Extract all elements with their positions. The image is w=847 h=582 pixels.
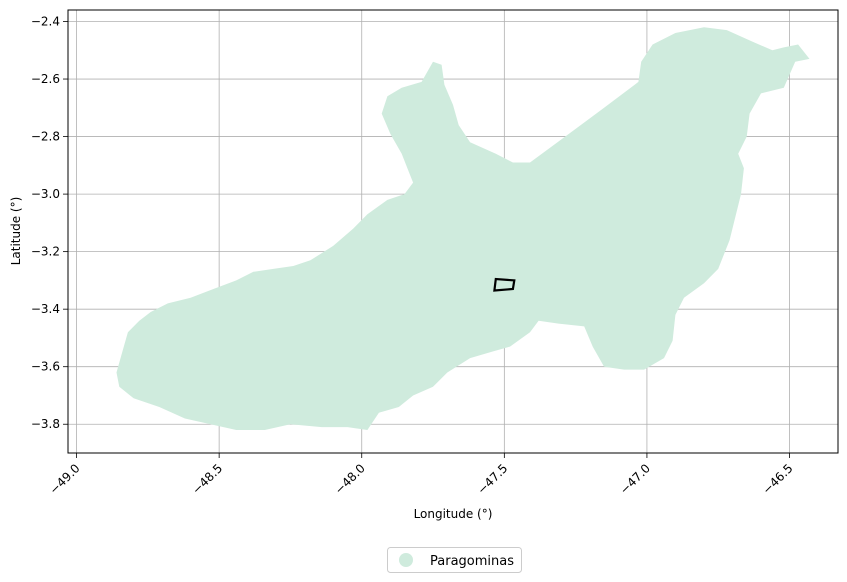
- marker-box: [493, 277, 516, 292]
- y-tick-label: −2.4: [31, 15, 60, 29]
- plot-area-frame: [67, 9, 839, 454]
- paragominas-region: [116, 27, 810, 431]
- y-tick-label: −3.8: [31, 417, 60, 431]
- x-tick-label: −46.5: [760, 461, 796, 497]
- y-tick-label: −3.0: [31, 187, 60, 201]
- y-tick-label: −2.8: [31, 130, 60, 144]
- x-axis-label: Longitude (°): [414, 507, 493, 521]
- y-axis-ticks: −2.4 −2.6 −2.8 −3.0 −3.2 −3.4 −3.6 −3.8: [31, 15, 68, 431]
- x-axis-ticks: −49.0 −48.5 −48.0 −47.5 −47.0 −46.5: [47, 453, 796, 497]
- x-tick-label: −49.0: [47, 461, 83, 497]
- y-axis-label: Latitude (°): [9, 197, 23, 266]
- legend-marker-icon: [399, 553, 413, 567]
- x-tick-label: −48.5: [189, 461, 225, 497]
- legend-frame: [387, 547, 522, 573]
- legend-label: Paragominas: [430, 554, 514, 569]
- y-tick-label: −3.6: [31, 360, 60, 374]
- x-tick-label: −48.0: [332, 461, 368, 497]
- y-tick-label: −3.2: [31, 245, 60, 259]
- legend: Paragominas: [387, 547, 522, 573]
- y-tick-label: −2.6: [31, 72, 60, 86]
- x-tick-label: −47.5: [475, 461, 511, 497]
- y-tick-label: −3.4: [31, 302, 60, 316]
- x-tick-label: −47.0: [617, 461, 653, 497]
